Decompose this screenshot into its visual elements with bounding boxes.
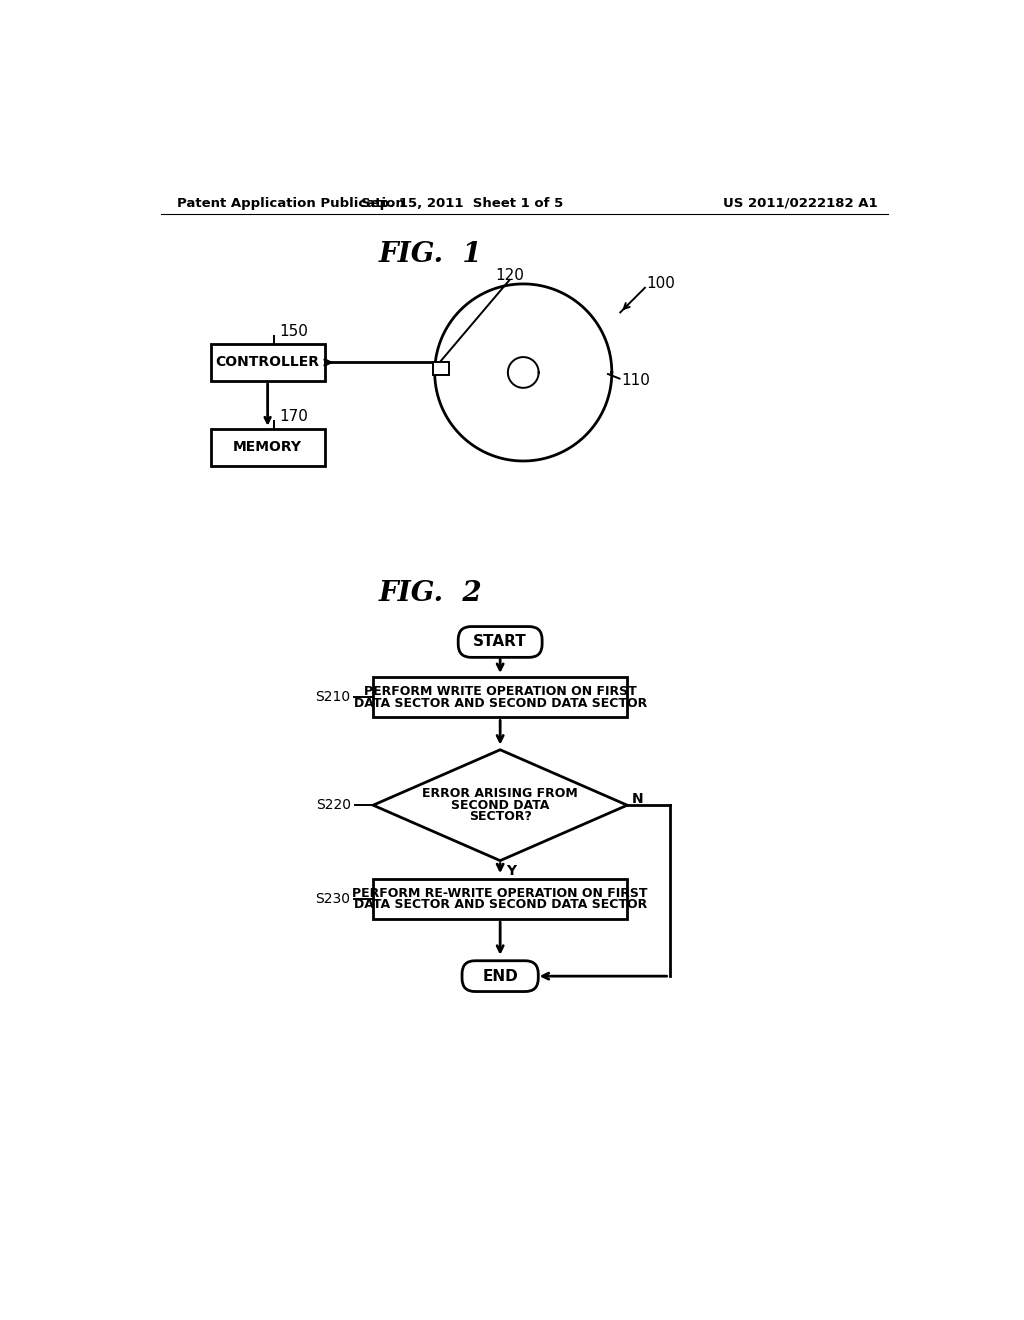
Text: FIG.  1: FIG. 1 (379, 242, 482, 268)
Text: SECOND DATA: SECOND DATA (451, 799, 549, 812)
Text: ERROR ARISING FROM: ERROR ARISING FROM (422, 787, 578, 800)
Text: US 2011/0222182 A1: US 2011/0222182 A1 (723, 197, 878, 210)
Text: SECTOR?: SECTOR? (469, 810, 531, 824)
Bar (373, 677, 628, 718)
Polygon shape (373, 750, 628, 861)
Text: Y: Y (506, 863, 516, 878)
Text: S210: S210 (315, 690, 350, 705)
Text: END: END (482, 969, 518, 983)
Text: S230: S230 (315, 892, 350, 906)
FancyBboxPatch shape (458, 627, 542, 657)
Text: Sep. 15, 2011  Sheet 1 of 5: Sep. 15, 2011 Sheet 1 of 5 (360, 197, 563, 210)
Text: 100: 100 (646, 276, 676, 292)
Text: MEMORY: MEMORY (233, 440, 302, 454)
Bar (433, 363, 449, 375)
Text: N: N (632, 792, 643, 807)
Text: PERFORM WRITE OPERATION ON FIRST: PERFORM WRITE OPERATION ON FIRST (364, 685, 637, 698)
Text: Patent Application Publication: Patent Application Publication (177, 197, 404, 210)
Bar (211, 345, 325, 381)
Text: START: START (473, 635, 527, 649)
Text: PERFORM RE-WRITE OPERATION ON FIRST: PERFORM RE-WRITE OPERATION ON FIRST (352, 887, 648, 900)
Bar (211, 429, 325, 466)
Text: FIG.  2: FIG. 2 (379, 579, 482, 607)
Text: S220: S220 (316, 799, 351, 812)
Text: DATA SECTOR AND SECOND DATA SECTOR: DATA SECTOR AND SECOND DATA SECTOR (353, 697, 647, 710)
Bar (373, 879, 628, 919)
FancyBboxPatch shape (462, 961, 539, 991)
Text: CONTROLLER: CONTROLLER (216, 355, 319, 370)
Text: 170: 170 (280, 409, 308, 424)
Text: 150: 150 (280, 325, 308, 339)
Text: 110: 110 (621, 372, 650, 388)
Text: 120: 120 (495, 268, 524, 282)
Text: DATA SECTOR AND SECOND DATA SECTOR: DATA SECTOR AND SECOND DATA SECTOR (353, 899, 647, 911)
